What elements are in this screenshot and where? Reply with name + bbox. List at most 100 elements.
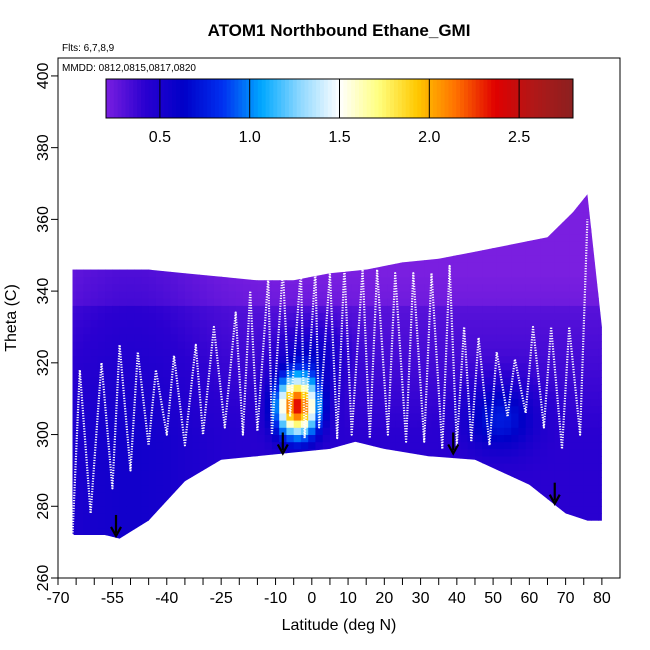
heatmap-cell (504, 470, 512, 478)
heatmap-cell (591, 362, 599, 371)
heatmap-cell (606, 535, 614, 543)
heatmap-cell (315, 434, 324, 443)
heatmap-cell (170, 391, 179, 400)
heatmap-cell (598, 484, 602, 493)
heatmap-cell (467, 506, 476, 514)
heatmap-cell (402, 276, 411, 285)
heatmap-cell (126, 384, 135, 392)
heatmap-cell (373, 456, 382, 464)
heatmap-cell (417, 197, 425, 206)
heatmap-cell (228, 491, 237, 500)
heatmap-cell (228, 194, 237, 199)
heatmap-cell (170, 413, 179, 421)
heatmap-cell (105, 520, 113, 529)
heatmap-cell (126, 370, 135, 378)
heatmap-cell (264, 362, 273, 371)
heatmap-cell (286, 194, 295, 199)
heatmap-cell (228, 305, 237, 313)
heatmap-cell (119, 491, 128, 500)
heatmap-cell (438, 491, 447, 500)
heatmap-cell (105, 384, 113, 392)
plot-frame (57, 57, 621, 579)
heatmap-cell (112, 205, 121, 213)
heatmap-cell (228, 219, 237, 227)
colorbar-segment (355, 79, 360, 118)
heatmap-cell (264, 434, 273, 443)
heatmap-cell (351, 477, 360, 486)
heatmap-cell (475, 463, 483, 471)
heatmap-cell (467, 491, 476, 500)
heatmap-cell (112, 298, 121, 306)
heatmap-cell (547, 197, 556, 206)
heatmap-cell (206, 484, 215, 493)
heatmap-cell (591, 413, 599, 421)
heatmap-cell (518, 463, 527, 471)
heatmap-cell (467, 341, 476, 349)
heatmap-cell (264, 491, 273, 500)
heatmap-cell (235, 240, 244, 249)
heatmap-cell (387, 391, 396, 400)
heatmap-cell (402, 194, 411, 199)
heatmap-cell (279, 463, 287, 471)
heatmap-cell (504, 212, 512, 220)
heatmap-cell (547, 513, 556, 521)
heatmap-cell (453, 233, 461, 242)
heatmap-cell (184, 355, 193, 364)
heatmap-cell (155, 240, 164, 249)
heatmap-cell (569, 370, 577, 378)
heatmap-cell (446, 327, 454, 335)
heatmap-cell (177, 248, 186, 256)
heatmap-cell (591, 391, 599, 400)
heatmap-cell (417, 334, 425, 342)
heatmap-cell (475, 184, 483, 192)
heatmap-cell (228, 370, 237, 378)
heatmap-cell (525, 334, 534, 342)
heatmap-cell (112, 197, 121, 206)
heatmap-cell (576, 499, 585, 507)
heatmap-cell (177, 327, 186, 335)
heatmap-cell (518, 197, 527, 206)
heatmap-cell (279, 506, 287, 514)
heatmap-cell (576, 520, 585, 529)
heatmap-cell (606, 313, 614, 321)
heatmap-cell (504, 506, 512, 514)
heatmap-cell (250, 413, 258, 421)
heatmap-cell (322, 212, 331, 220)
colorbar-segment (561, 79, 566, 118)
heatmap-cell (533, 240, 541, 249)
heatmap-cell (598, 491, 602, 500)
heatmap-cell (351, 319, 360, 328)
heatmap-cell (547, 434, 556, 443)
heatmap-cell (475, 535, 483, 539)
heatmap-cell (315, 269, 324, 278)
heatmap-cell (192, 456, 200, 464)
heatmap-cell (72, 348, 77, 357)
heatmap-cell (271, 248, 280, 256)
heatmap-cell (257, 463, 266, 471)
heatmap-cell (395, 391, 403, 400)
heatmap-cell (286, 233, 295, 242)
heatmap-cell (213, 441, 222, 450)
heatmap-cell (97, 499, 106, 507)
heatmap-cell (221, 384, 229, 392)
heatmap-cell (344, 542, 352, 550)
heatmap-cell (206, 420, 215, 428)
colorbar-segment (160, 79, 165, 118)
heatmap-cell (598, 355, 602, 364)
heatmap-cell (199, 542, 207, 550)
heatmap-cell (380, 298, 389, 306)
heatmap-cell (184, 262, 193, 270)
heatmap-cell (177, 420, 186, 428)
y-tick-label: 300 (35, 421, 52, 448)
heatmap-cell (402, 527, 411, 536)
heatmap-cell (293, 194, 302, 199)
heatmap-cell (90, 319, 99, 328)
heatmap-cell (453, 355, 461, 364)
heatmap-cell (591, 197, 599, 206)
heatmap-cell (518, 456, 527, 464)
heatmap-cell (606, 320, 614, 328)
heatmap-cell (387, 240, 396, 249)
heatmap-cell (170, 240, 179, 249)
heatmap-cell (286, 226, 295, 235)
heatmap-cell (242, 194, 251, 199)
